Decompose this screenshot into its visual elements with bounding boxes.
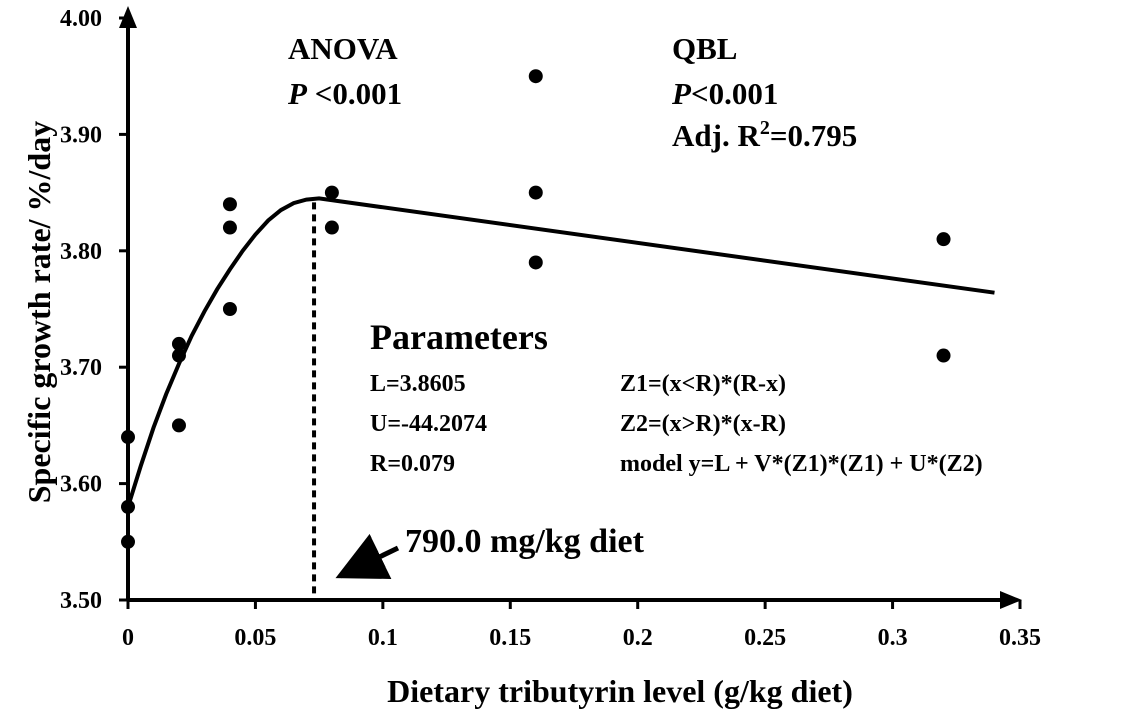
y-tick-label: 3.50 bbox=[60, 588, 102, 614]
adj-r-squared: Adj. R2=0.795 bbox=[672, 117, 857, 153]
x-axis-title: Dietary tributyrin level (g/kg diet) bbox=[387, 673, 853, 709]
data-point bbox=[171, 418, 186, 433]
qbl-p-value: <0.001 bbox=[691, 76, 778, 111]
adj-r-value: =0.795 bbox=[770, 118, 857, 153]
data-point bbox=[936, 232, 951, 247]
anova-p-italic: P bbox=[287, 76, 308, 111]
data-point bbox=[222, 220, 237, 235]
y-tick-label: 3.70 bbox=[60, 355, 102, 381]
data-point bbox=[936, 348, 951, 363]
y-axis-title: Specific growth rate/ %/day bbox=[21, 121, 57, 503]
x-tick-label: 0.2 bbox=[623, 625, 653, 651]
x-axis-arrowhead bbox=[1000, 591, 1022, 609]
data-point bbox=[121, 430, 135, 445]
data-point bbox=[222, 197, 237, 212]
param-R: R=0.079 bbox=[370, 451, 455, 477]
y-tick-label: 3.60 bbox=[60, 472, 102, 498]
x-tick-label: 0 bbox=[122, 625, 134, 651]
qbl-p: P<0.001 bbox=[671, 76, 778, 111]
parameters-heading: Parameters bbox=[370, 317, 548, 357]
x-tick-label: 0.05 bbox=[234, 625, 276, 651]
data-point bbox=[121, 499, 135, 514]
data-point bbox=[171, 348, 186, 363]
param-U: U=-44.2074 bbox=[370, 411, 487, 437]
x-ticks: 0 0.05 0.1 0.15 0.2 0.25 0.3 0.35 bbox=[122, 600, 1041, 651]
x-tick-label: 0.35 bbox=[999, 625, 1041, 651]
qbl-p-italic: P bbox=[671, 76, 692, 111]
data-points bbox=[121, 69, 951, 549]
x-tick-label: 0.1 bbox=[368, 625, 398, 651]
equation-Z1: Z1=(x<R)*(R-x) bbox=[620, 371, 786, 397]
equation-model: model y=L + V*(Z1)*(Z1) + U*(Z2) bbox=[620, 451, 983, 477]
data-point bbox=[324, 185, 339, 200]
data-point bbox=[222, 302, 237, 316]
y-tick-label: 3.90 bbox=[60, 122, 102, 148]
data-point bbox=[324, 220, 339, 235]
y-ticks: 3.50 3.60 3.70 3.80 3.90 4.00 bbox=[60, 6, 128, 614]
data-point bbox=[121, 534, 135, 549]
breakpoint-label: 790.0 mg/kg diet bbox=[405, 523, 645, 560]
qbl-title: QBL bbox=[672, 31, 737, 66]
y-tick-label: 4.00 bbox=[60, 6, 102, 32]
adj-r-prefix: Adj. R bbox=[672, 118, 760, 153]
data-point bbox=[528, 185, 543, 200]
data-point bbox=[528, 255, 543, 270]
data-point bbox=[171, 336, 186, 351]
x-tick-label: 0.15 bbox=[489, 625, 531, 651]
breakpoint-arrow bbox=[335, 533, 400, 579]
adj-r-superscript: 2 bbox=[760, 117, 770, 139]
x-tick-label: 0.25 bbox=[744, 625, 786, 651]
fit-curve bbox=[126, 196, 995, 508]
anova-p: P <0.001 bbox=[287, 76, 402, 111]
x-tick-label: 0.3 bbox=[878, 625, 908, 651]
anova-p-value: <0.001 bbox=[307, 76, 402, 111]
data-point bbox=[528, 69, 543, 84]
anova-title: ANOVA bbox=[288, 31, 398, 66]
y-tick-label: 3.80 bbox=[60, 239, 102, 265]
param-L: L=3.8605 bbox=[370, 371, 466, 397]
equation-Z2: Z2=(x>R)*(x-R) bbox=[620, 411, 786, 437]
